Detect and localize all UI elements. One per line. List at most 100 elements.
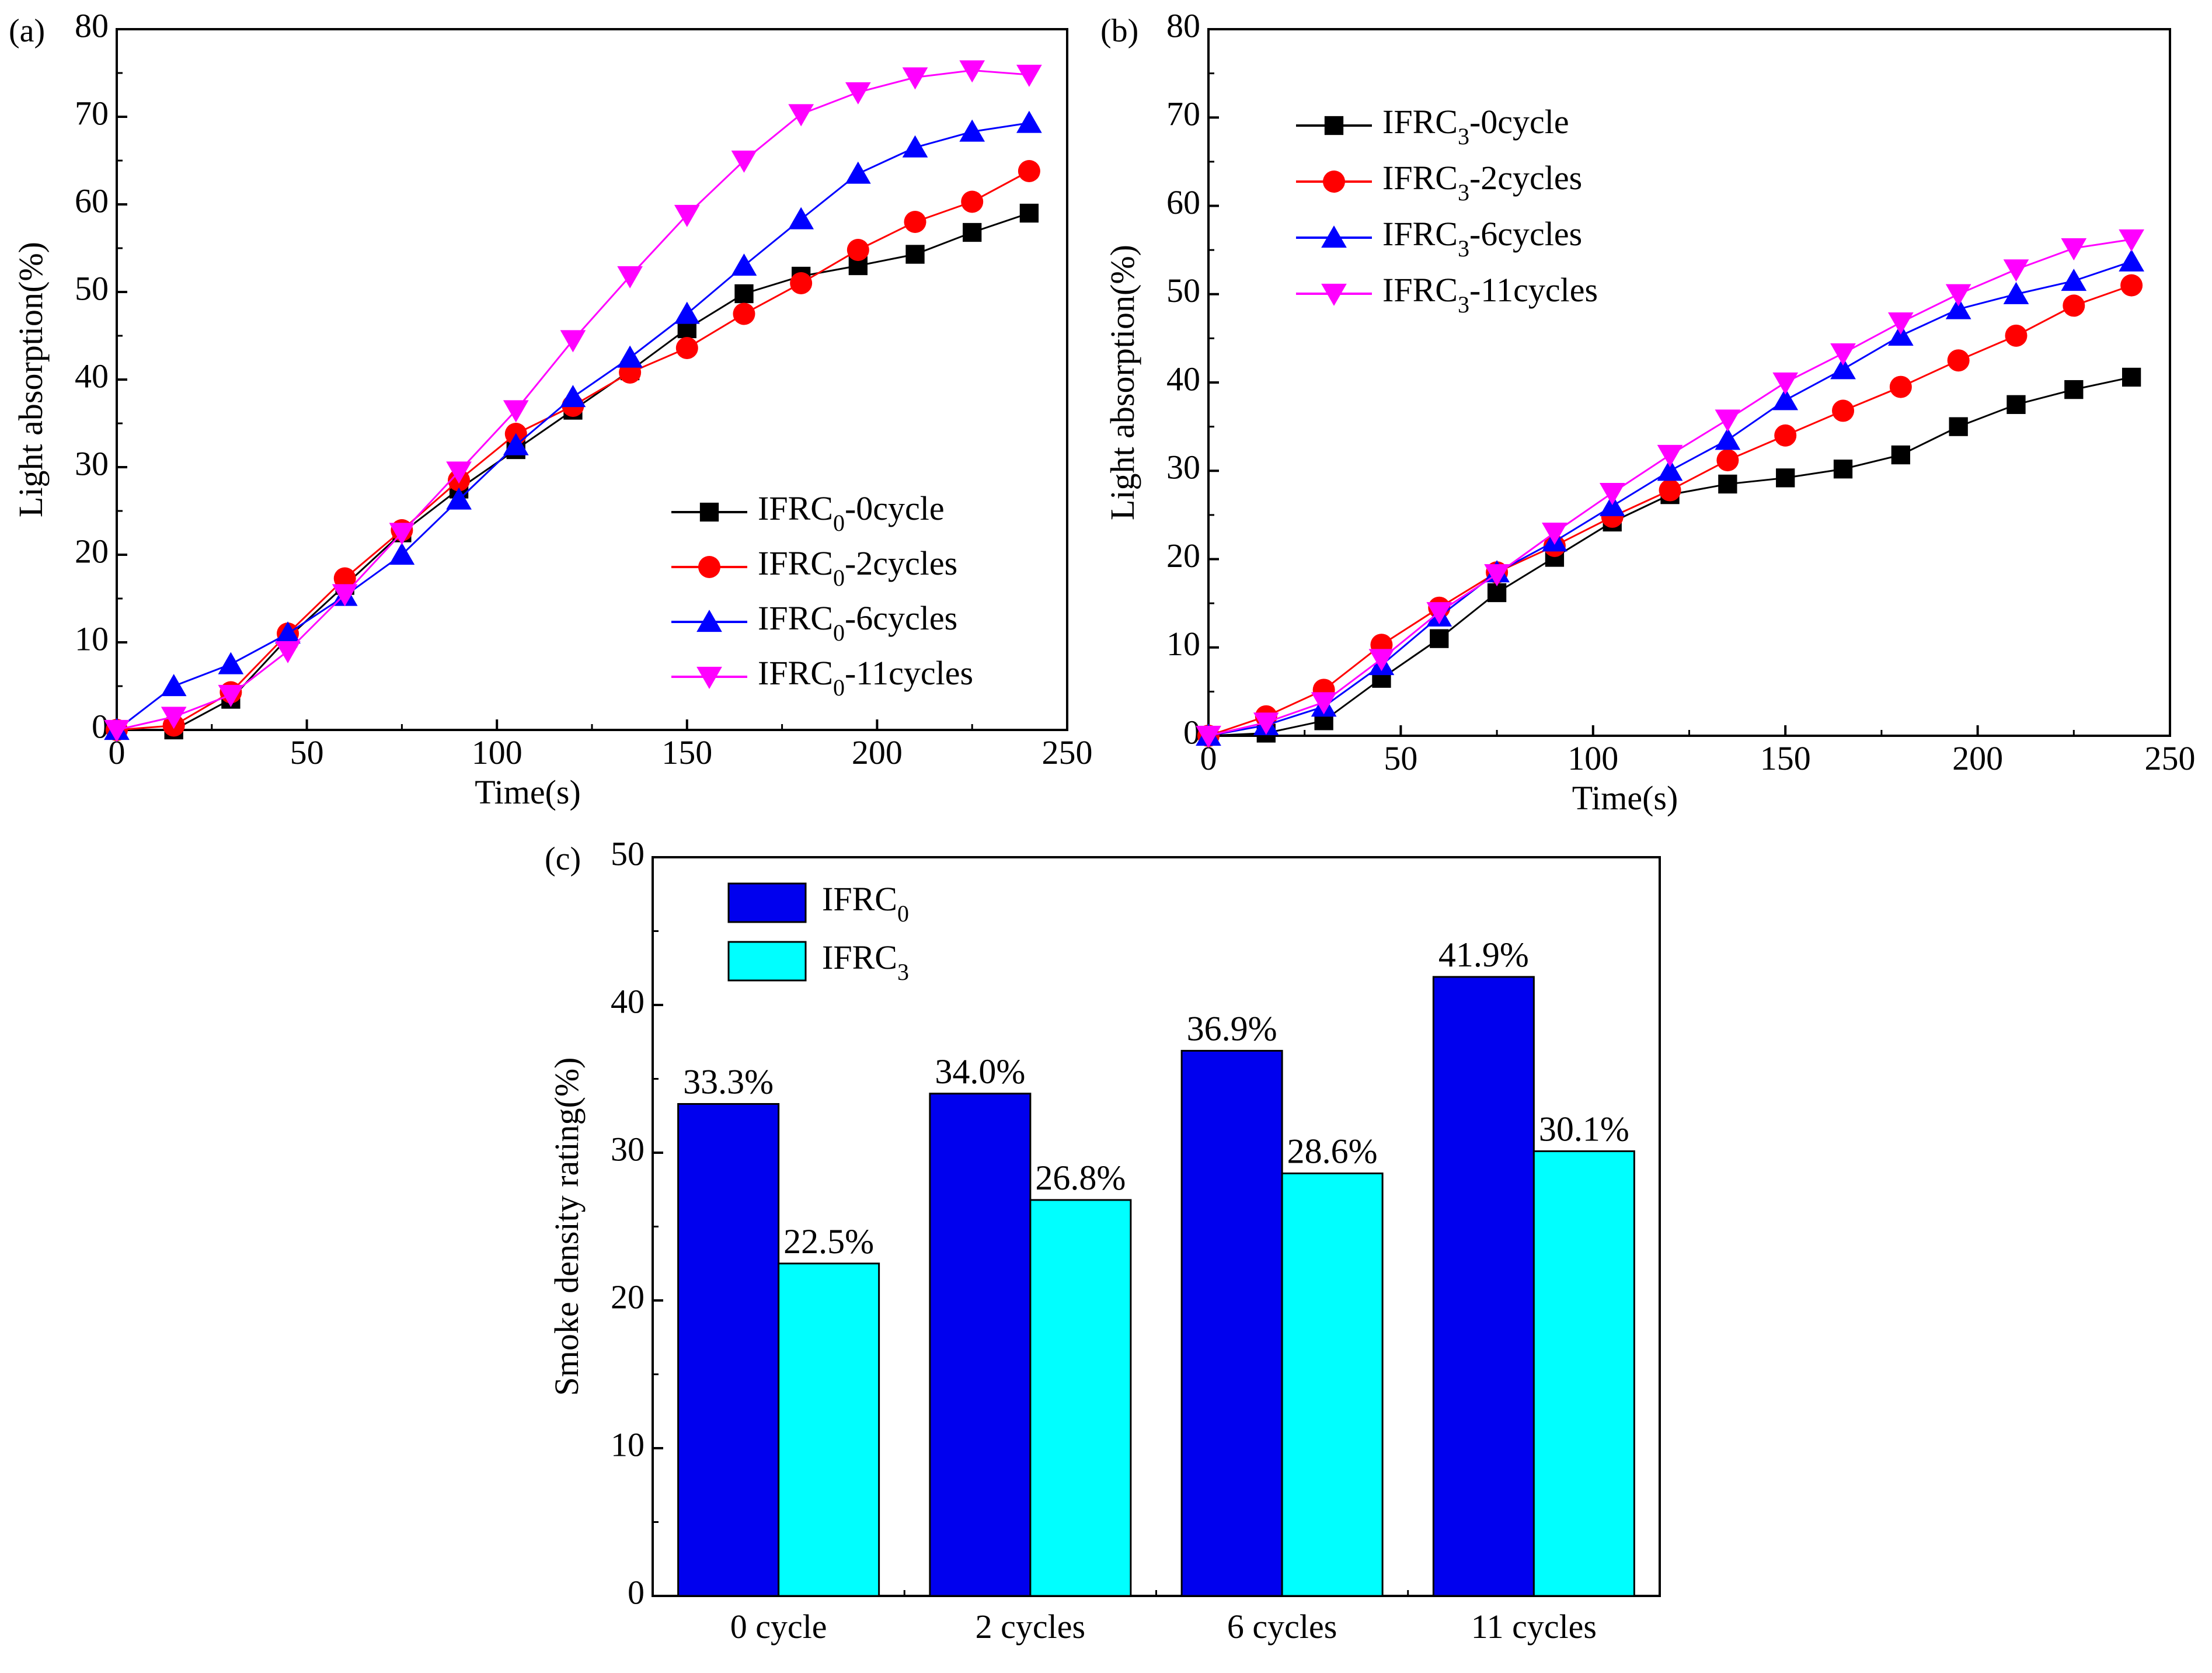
chart-a-data-point <box>961 190 984 213</box>
chart-c-panel-label: (c) <box>545 841 581 877</box>
chart-b-panel-label: (b) <box>1100 13 1138 49</box>
chart-a-xtick-label: 150 <box>661 733 712 771</box>
chart-a-legend-marker <box>696 610 722 632</box>
chart-b-legend-label: IFRC3-2cycles <box>1382 159 1582 205</box>
chart-b-data-point <box>1599 482 1625 505</box>
chart-a-xtick-label: 200 <box>852 733 903 771</box>
chart-a-panel-label: (a) <box>9 13 45 49</box>
chart-a-xlabel: Time(s) <box>475 773 581 811</box>
chart-b-data-point <box>1772 388 1799 411</box>
chart-c-bar <box>1180 1049 1283 1597</box>
chart-a-data-point <box>733 302 755 325</box>
chart-a-ytick-label: 10 <box>75 620 109 658</box>
chart-a-legend-label: IFRC0-0cycle <box>758 489 945 535</box>
chart-b-data-point <box>1774 424 1797 447</box>
chart-a-legend-label: IFRC0-2cycles <box>758 544 957 590</box>
chart-a-data-point <box>674 301 700 324</box>
chart-c-ylabel: Smoke density rating(%) <box>548 1058 586 1396</box>
chart-c-xtick-label: 11 cycles <box>1471 1608 1597 1646</box>
chart-b-data-point <box>1487 583 1507 603</box>
chart-c-xtick-label: 0 cycle <box>730 1608 827 1646</box>
chart-a-data-point <box>847 239 869 261</box>
chart-b-data-point <box>1832 399 1855 422</box>
chart-b-ytick-label: 40 <box>1166 360 1200 398</box>
chart-a-xtick-label: 100 <box>472 733 522 771</box>
chart-a-series-line <box>116 122 1030 731</box>
chart-a-series-2 <box>104 110 1042 740</box>
chart-a-data-point <box>963 222 982 242</box>
chart-a-xtick-label: 50 <box>290 733 324 771</box>
chart-b-data-point <box>1830 343 1856 366</box>
chart-a-legend-marker <box>696 666 722 689</box>
chart-b-data-point <box>1484 564 1510 587</box>
chart-a-data-point <box>218 652 244 674</box>
chart-c-bar <box>1432 976 1535 1597</box>
chart-c-ytick-label: 20 <box>611 1278 645 1316</box>
chart-a-legend-label: IFRC0-6cycles <box>758 599 957 645</box>
chart-b-legend-label: IFRC3-11cycles <box>1382 271 1598 317</box>
chart-a-data-point <box>617 266 643 288</box>
chart-b-ytick-label: 60 <box>1166 183 1200 221</box>
chart-c-bar <box>778 1262 880 1597</box>
chart-b-data-point <box>2063 294 2085 317</box>
chart-b-data-point <box>1889 375 1912 398</box>
chart-b-xtick-label: 200 <box>1952 739 2003 777</box>
chart-a-legend-marker <box>699 502 719 522</box>
chart-a-ytick-label: 40 <box>75 357 109 395</box>
chart-a-xtick-label: 250 <box>1042 733 1093 771</box>
chart-b-data-point <box>1830 357 1856 380</box>
chart-a-data-point <box>333 567 356 590</box>
chart-b-data-point <box>1715 409 1741 432</box>
chart-b-data-point <box>1947 349 1970 372</box>
chart-b-data-point <box>1891 445 1910 465</box>
chart-a-data-point <box>904 211 926 233</box>
chart-c-ytick-label: 10 <box>611 1425 645 1463</box>
chart-a-data-point <box>617 345 643 368</box>
chart-a-data-point <box>731 150 757 173</box>
chart-c-ytick-label: 50 <box>611 834 645 872</box>
chart-b-data-point <box>2122 367 2141 387</box>
chart-b-data-point <box>1945 284 1971 307</box>
chart-b-data-point <box>1430 629 1449 648</box>
chart-a-data-point <box>788 207 814 229</box>
chart-a-data-point <box>731 253 757 276</box>
chart-a-data-point <box>788 104 814 127</box>
chart-b-ytick-label: 80 <box>1166 6 1200 44</box>
chart-a-ylabel: Light absorption(%) <box>12 242 50 517</box>
chart-b-data-point <box>1657 458 1683 481</box>
chart-a-ytick-label: 80 <box>75 6 109 44</box>
chart-a-legend-marker <box>698 556 720 578</box>
chart-a-data-point <box>275 621 301 644</box>
chart-b-data-point <box>2003 259 2029 282</box>
chart-a-data-point <box>560 385 586 408</box>
chart-a-data-point <box>734 284 754 304</box>
chart-c-legend-label: IFRC3 <box>822 938 909 985</box>
chart-c-bar <box>1532 1150 1635 1597</box>
chart-b-ylabel: Light absorption(%) <box>1103 245 1141 520</box>
chart-c-bar <box>1029 1199 1132 1597</box>
chart-c-data-label: 30.1% <box>1539 1109 1629 1148</box>
chart-a-data-point <box>845 161 871 184</box>
chart-b-ytick-label: 10 <box>1166 625 1200 663</box>
chart-a-data-point <box>845 82 871 105</box>
chart-b-data-point <box>1833 460 1853 479</box>
chart-b-data-point <box>2120 274 2143 297</box>
chart-a-data-point <box>959 60 985 83</box>
chart-b-data-point <box>1657 444 1683 467</box>
chart-b-series-1 <box>1197 274 2143 747</box>
chart-c-data-label: 26.8% <box>1035 1159 1126 1197</box>
chart-b-data-point <box>2064 380 2084 399</box>
chart-b-series-line <box>1208 284 2132 737</box>
chart-b-data-point <box>1776 468 1795 488</box>
chart-b-data-point <box>2119 249 2144 272</box>
chart-b-data-point <box>1718 474 1737 494</box>
chart-b-data-point <box>1716 449 1739 472</box>
chart-b-data-point <box>2007 395 2026 414</box>
chart-c-legend-swatch <box>727 882 807 923</box>
chart-a-ytick-label: 50 <box>75 269 109 307</box>
chart-a-data-point <box>503 433 529 455</box>
chart-a-data-point <box>1018 160 1040 182</box>
